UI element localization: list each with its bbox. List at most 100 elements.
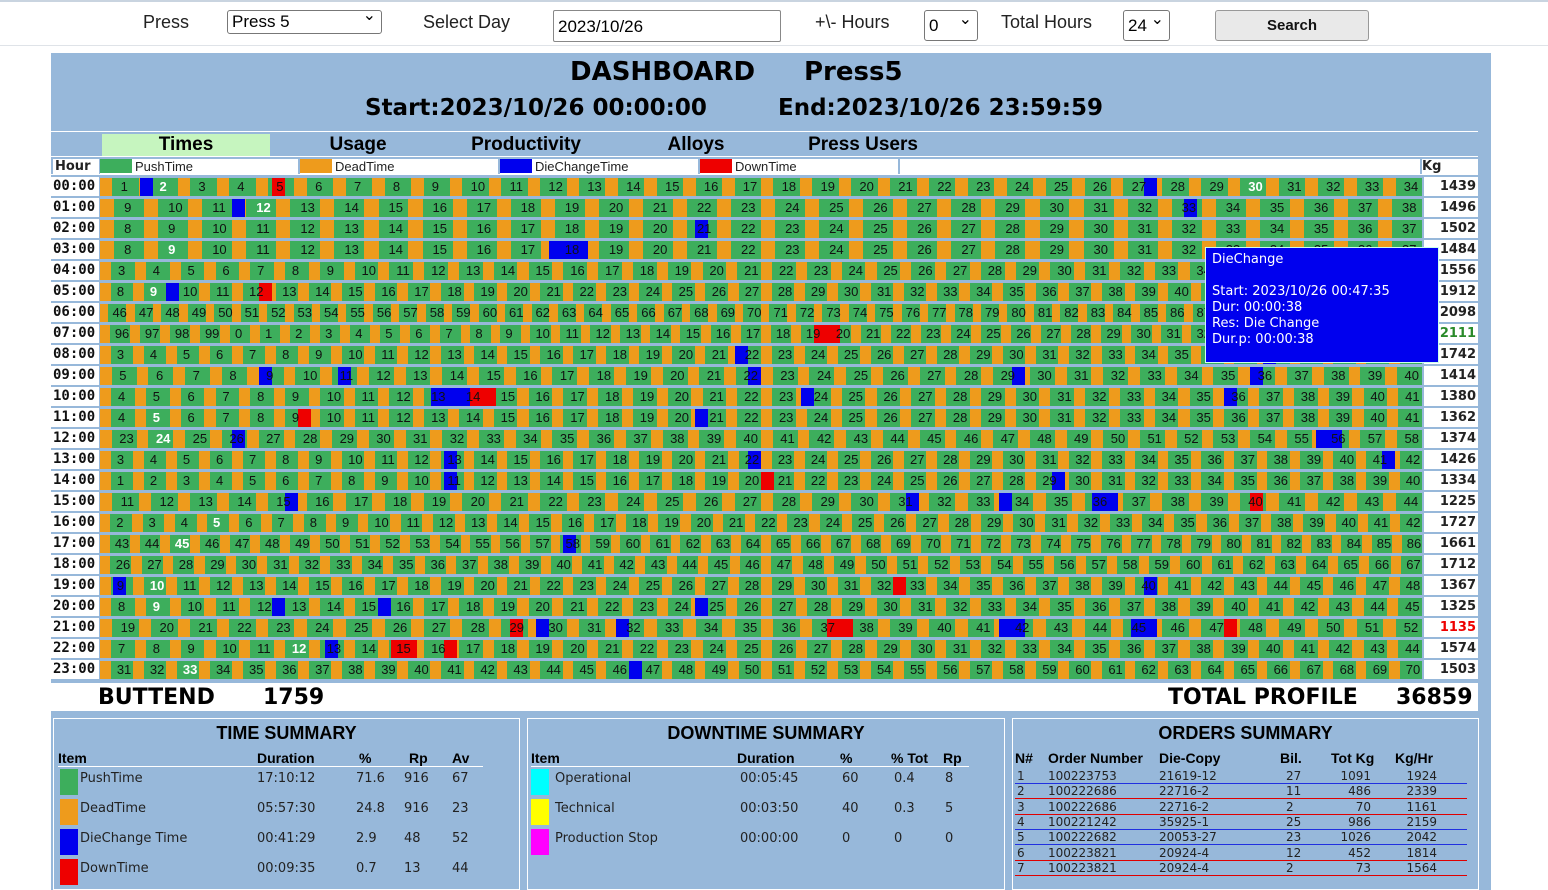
push-segment[interactable] bbox=[1069, 346, 1092, 364]
push-segment[interactable] bbox=[702, 388, 727, 406]
push-segment[interactable] bbox=[870, 283, 894, 301]
push-segment[interactable] bbox=[1234, 472, 1257, 490]
push-segment[interactable] bbox=[1029, 430, 1055, 448]
push-segment[interactable] bbox=[1135, 451, 1158, 469]
push-segment[interactable] bbox=[639, 346, 662, 364]
push-segment[interactable] bbox=[1002, 346, 1026, 364]
push-segment[interactable] bbox=[1006, 178, 1034, 196]
push-segment[interactable] bbox=[374, 283, 398, 301]
push-segment[interactable] bbox=[368, 430, 394, 448]
push-segment[interactable] bbox=[771, 346, 795, 364]
push-segment[interactable] bbox=[743, 304, 761, 322]
push-segment[interactable] bbox=[876, 388, 901, 406]
push-segment[interactable] bbox=[980, 409, 1005, 427]
push-segment[interactable] bbox=[1317, 178, 1345, 196]
push-segment[interactable] bbox=[1398, 409, 1422, 427]
push-segment[interactable] bbox=[1045, 178, 1073, 196]
push-segment[interactable] bbox=[289, 325, 311, 343]
push-segment[interactable] bbox=[1303, 220, 1334, 238]
push-segment[interactable] bbox=[368, 367, 394, 385]
push-segment[interactable] bbox=[1293, 388, 1318, 406]
push-segment[interactable] bbox=[389, 409, 414, 427]
push-segment[interactable] bbox=[501, 178, 528, 196]
push-segment[interactable] bbox=[306, 178, 334, 196]
push-segment[interactable] bbox=[740, 325, 761, 343]
push-segment[interactable] bbox=[275, 346, 299, 364]
push-segment[interactable] bbox=[911, 409, 935, 427]
push-segment[interactable] bbox=[809, 367, 835, 385]
push-segment[interactable] bbox=[422, 241, 453, 259]
push-segment[interactable] bbox=[354, 262, 379, 280]
push-segment[interactable] bbox=[354, 409, 379, 427]
push-segment[interactable] bbox=[478, 430, 504, 448]
push-segment[interactable] bbox=[425, 304, 444, 322]
push-segment[interactable] bbox=[951, 199, 982, 217]
push-segment[interactable] bbox=[919, 367, 945, 385]
push-segment[interactable] bbox=[1360, 367, 1386, 385]
push-segment[interactable] bbox=[656, 178, 684, 196]
push-segment[interactable] bbox=[775, 241, 806, 259]
push-segment[interactable] bbox=[185, 430, 211, 448]
push-segment[interactable] bbox=[1392, 199, 1422, 217]
push-segment[interactable] bbox=[151, 493, 178, 511]
push-segment[interactable] bbox=[806, 262, 831, 280]
push-segment[interactable] bbox=[185, 367, 211, 385]
push-segment[interactable] bbox=[903, 346, 927, 364]
push-segment[interactable] bbox=[563, 262, 588, 280]
push-segment[interactable] bbox=[606, 346, 629, 364]
push-segment[interactable] bbox=[319, 325, 341, 343]
push-segment[interactable] bbox=[507, 346, 530, 364]
push-segment[interactable] bbox=[637, 304, 656, 322]
push-segment[interactable] bbox=[1286, 430, 1312, 448]
push-segment[interactable] bbox=[510, 199, 541, 217]
diechange-segment[interactable] bbox=[906, 493, 920, 511]
push-segment[interactable] bbox=[598, 220, 629, 238]
push-segment[interactable] bbox=[374, 472, 398, 490]
push-segment[interactable] bbox=[656, 493, 684, 511]
diechange-segment[interactable] bbox=[1223, 388, 1237, 406]
diechange-segment[interactable] bbox=[258, 367, 272, 385]
push-segment[interactable] bbox=[1278, 493, 1306, 511]
push-segment[interactable] bbox=[667, 388, 692, 406]
push-segment[interactable] bbox=[1039, 241, 1070, 259]
push-segment[interactable] bbox=[540, 493, 567, 511]
push-segment[interactable] bbox=[663, 304, 682, 322]
push-segment[interactable] bbox=[114, 241, 145, 259]
hours-select[interactable]: 0 bbox=[924, 5, 978, 41]
push-segment[interactable] bbox=[1066, 430, 1092, 448]
push-segment[interactable] bbox=[1397, 430, 1422, 448]
push-segment[interactable] bbox=[870, 346, 894, 364]
push-segment[interactable] bbox=[308, 283, 332, 301]
push-segment[interactable] bbox=[209, 283, 233, 301]
push-segment[interactable] bbox=[374, 451, 398, 469]
push-segment[interactable] bbox=[1085, 409, 1109, 427]
push-segment[interactable] bbox=[1135, 283, 1158, 301]
push-segment[interactable] bbox=[771, 283, 795, 301]
push-segment[interactable] bbox=[290, 220, 321, 238]
push-segment[interactable] bbox=[1398, 388, 1422, 406]
push-segment[interactable] bbox=[1103, 430, 1129, 448]
push-segment[interactable] bbox=[1162, 493, 1189, 511]
push-segment[interactable] bbox=[199, 325, 221, 343]
push-segment[interactable] bbox=[804, 451, 828, 469]
push-segment[interactable] bbox=[610, 304, 629, 322]
push-segment[interactable] bbox=[108, 304, 127, 322]
push-segment[interactable] bbox=[1135, 472, 1158, 490]
push-segment[interactable] bbox=[1213, 430, 1239, 448]
push-segment[interactable] bbox=[773, 493, 800, 511]
push-segment[interactable] bbox=[306, 493, 334, 511]
push-segment[interactable] bbox=[1213, 367, 1239, 385]
timeline-bar[interactable]: 26 27 28 29 30 31 32 33 34 35 36 37 38 39 40 41 42 43 44 45… bbox=[100, 556, 1422, 574]
diechange-segment[interactable] bbox=[536, 619, 550, 637]
push-segment[interactable] bbox=[617, 178, 645, 196]
push-segment[interactable] bbox=[493, 409, 518, 427]
push-segment[interactable] bbox=[308, 472, 332, 490]
push-segment[interactable] bbox=[1084, 178, 1111, 196]
push-segment[interactable] bbox=[819, 199, 850, 217]
push-segment[interactable] bbox=[875, 304, 894, 322]
push-segment[interactable] bbox=[1083, 241, 1114, 259]
push-segment[interactable] bbox=[112, 178, 139, 196]
push-segment[interactable] bbox=[1154, 262, 1179, 280]
diechange-segment[interactable] bbox=[1184, 199, 1198, 217]
push-segment[interactable] bbox=[540, 283, 563, 301]
